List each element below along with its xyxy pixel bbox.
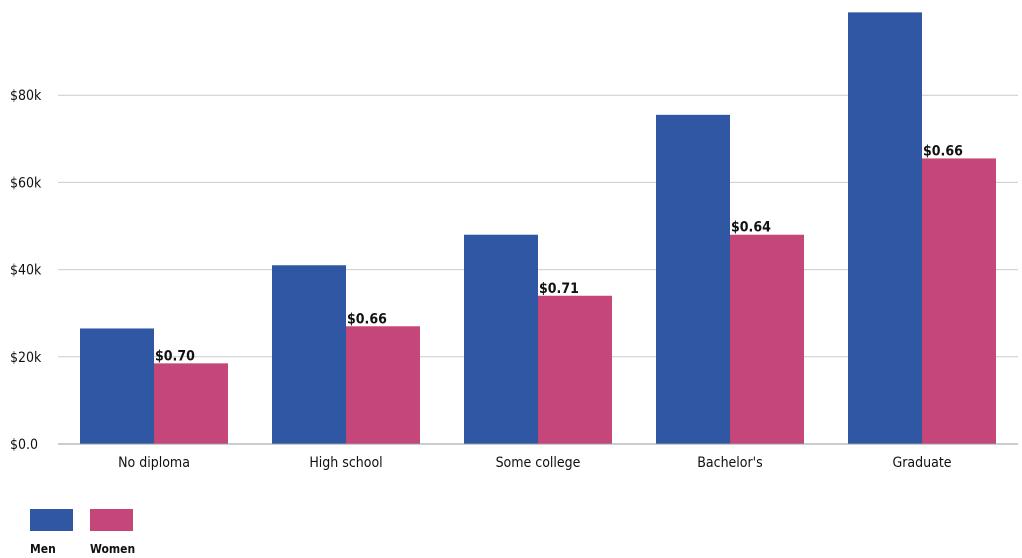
bars: $0.70 $0.66 $0.71 $0.64 $0.66 bbox=[80, 12, 996, 445]
bar-women-1 bbox=[346, 326, 420, 444]
legend-label-women: Women bbox=[90, 542, 135, 556]
x-axis: No diploma High school Some college Bachelo… bbox=[58, 443, 1018, 471]
y-tick-label: $80k bbox=[10, 88, 42, 104]
bar-men-2 bbox=[464, 234, 538, 444]
bar-value-label: $0.66 bbox=[923, 143, 963, 159]
x-category-label: No diploma bbox=[118, 455, 190, 471]
bar-men-3 bbox=[656, 114, 730, 444]
bar-value-label: $0.70 bbox=[155, 348, 195, 364]
legend-label-men: Men bbox=[30, 542, 56, 556]
bar-women-3 bbox=[730, 234, 804, 444]
y-tick-label: $0.0 bbox=[10, 437, 38, 453]
y-tick-label: $20k bbox=[10, 350, 42, 366]
bar-value-label: $0.64 bbox=[731, 220, 771, 236]
y-axis: $0.0 $20k $40k $60k $80k bbox=[10, 88, 42, 453]
bar-women-0 bbox=[154, 363, 228, 444]
bar-value-label: $0.71 bbox=[539, 281, 579, 297]
y-tick-label: $60k bbox=[10, 175, 42, 191]
bar-men-1 bbox=[272, 265, 346, 444]
x-category-label: High school bbox=[309, 455, 382, 471]
x-category-label: Some college bbox=[496, 455, 581, 471]
bar-men-4 bbox=[848, 12, 922, 445]
bar-women-4 bbox=[922, 158, 996, 445]
legend-swatch-men bbox=[30, 509, 73, 531]
y-tick-label: $40k bbox=[10, 263, 42, 279]
x-category-label: Graduate bbox=[892, 455, 951, 471]
bar-value-label: $0.66 bbox=[347, 311, 387, 327]
bar-men-0 bbox=[80, 328, 154, 444]
legend: Men Women bbox=[30, 509, 135, 556]
x-category-label: Bachelor's bbox=[697, 455, 762, 471]
legend-swatch-women bbox=[90, 509, 133, 531]
bar-women-2 bbox=[538, 295, 612, 444]
